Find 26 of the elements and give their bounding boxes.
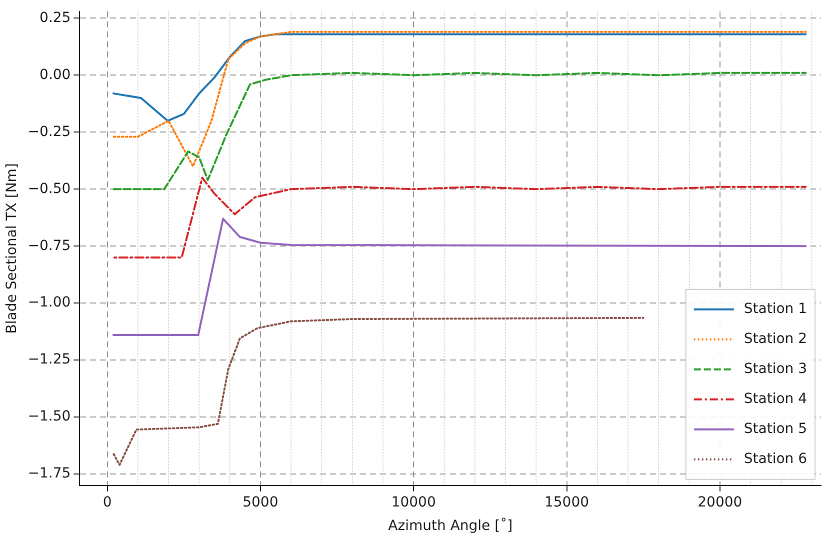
y-tick-label: 0.00 [40,66,71,83]
x-tick-label: 10000 [391,494,436,510]
line-series [112,176,807,259]
legend-label: Station 2 [744,331,808,348]
x-tick-label: 20000 [698,494,742,510]
line-series [112,72,807,190]
y-tick-label: −0.75 [28,238,71,254]
y-tick-label: −0.50 [28,180,71,197]
legend-label: Station 5 [744,421,808,438]
legend-label: Station 6 [744,451,808,468]
y-tick-label: −1.25 [28,352,71,368]
legend-label: Station 3 [744,361,808,378]
y-tick-label: −1.00 [28,294,71,311]
y-axis-title: Blade Sectional TX [Nm] [4,163,20,334]
y-tick-label: −1.50 [28,408,71,425]
legend-label: Station 4 [744,391,808,408]
line-series [112,316,644,466]
x-tick-label: 0 [102,494,112,510]
x-tick-label: 5000 [242,494,278,510]
y-tick-label: −1.75 [28,466,71,482]
x-axis-title: Azimuth Angle [˚] [388,517,513,534]
legend-label: Station 1 [744,301,808,318]
y-tick-label: 0.25 [40,10,71,26]
x-tick-label: 15000 [544,494,590,510]
line-series [112,30,807,168]
y-tick-label: −0.25 [28,124,71,140]
